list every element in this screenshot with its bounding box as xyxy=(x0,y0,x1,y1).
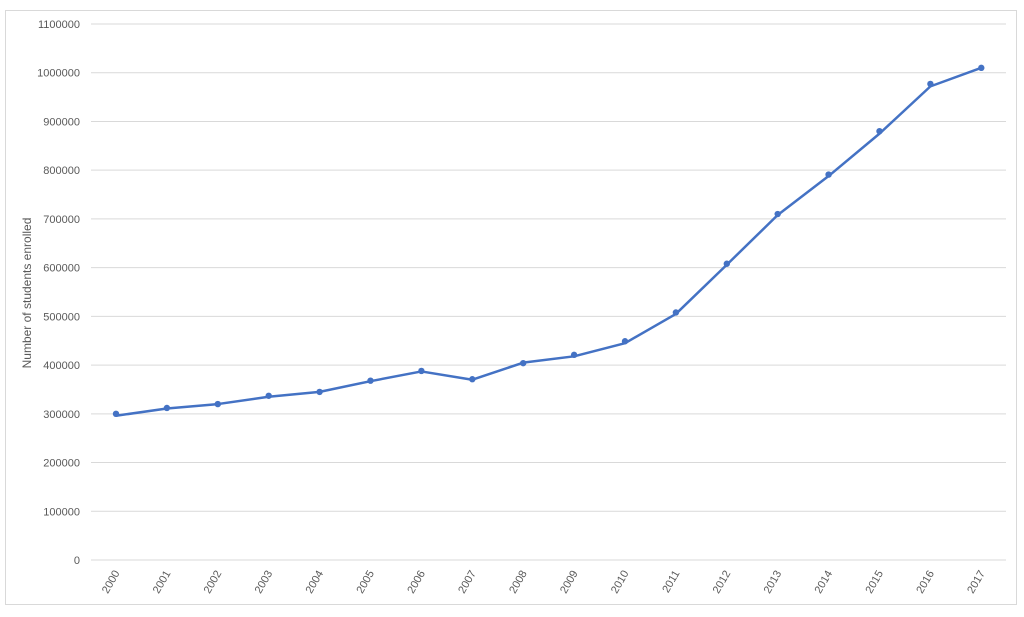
x-tick-label: 2017 xyxy=(965,569,988,596)
data-point xyxy=(876,128,883,135)
x-tick-label: 2008 xyxy=(507,569,530,596)
x-tick-label: 2013 xyxy=(762,569,785,596)
x-tick-label: 2004 xyxy=(304,569,327,596)
x-tick-label: 2003 xyxy=(253,569,276,596)
y-tick-label: 400000 xyxy=(43,360,80,372)
y-axis-title: Number of students enrolled xyxy=(20,218,34,369)
y-axis-ticks: 0 100000 200000 300000 400000 500000 600000 700… xyxy=(37,19,80,567)
y-tick-label: 100000 xyxy=(43,506,80,518)
x-tick-label: 2010 xyxy=(609,569,632,596)
x-tick-label: 2001 xyxy=(151,569,174,596)
data-point xyxy=(163,404,171,412)
data-point xyxy=(418,367,425,375)
y-tick-label: 300000 xyxy=(43,409,80,421)
y-tick-label: 0 xyxy=(74,555,80,567)
x-tick-label: 2016 xyxy=(914,569,937,596)
gridlines xyxy=(91,23,1006,561)
y-tick-label: 800000 xyxy=(43,165,80,177)
x-tick-label: 2012 xyxy=(711,569,734,596)
x-tick-label: 2006 xyxy=(405,569,428,596)
data-point xyxy=(316,388,323,396)
y-tick-label: 500000 xyxy=(43,311,80,323)
data-point xyxy=(570,351,578,359)
y-tick-label: 700000 xyxy=(43,214,80,226)
data-point xyxy=(825,171,832,178)
x-tick-label: 2014 xyxy=(813,569,836,596)
x-tick-label: 2000 xyxy=(100,569,123,596)
data-point xyxy=(367,377,374,384)
data-point xyxy=(978,64,985,72)
data-point xyxy=(774,210,781,218)
data-point xyxy=(672,309,680,316)
x-axis-ticks: 2000 2001 2002 2003 2004 2005 2006 2007 2008 2009… xyxy=(100,569,988,596)
x-tick-label: 2005 xyxy=(354,569,377,596)
x-tick-label: 2002 xyxy=(202,569,225,596)
data-point xyxy=(112,410,120,418)
y-tick-label: 900000 xyxy=(43,116,80,128)
data-point xyxy=(265,392,272,399)
chart-frame xyxy=(5,10,1017,605)
data-point xyxy=(621,338,629,345)
x-tick-label: 2015 xyxy=(863,569,886,596)
y-tick-label: 600000 xyxy=(43,263,80,275)
y-tick-label: 1100000 xyxy=(38,19,80,31)
y-tick-label: 200000 xyxy=(43,458,80,470)
series-layer xyxy=(112,64,985,418)
data-point xyxy=(469,376,476,383)
x-tick-label: 2007 xyxy=(456,569,479,596)
data-point xyxy=(214,400,221,408)
data-point xyxy=(520,359,527,367)
x-tick-label: 2011 xyxy=(660,569,682,595)
series-line xyxy=(115,66,982,418)
data-point xyxy=(927,80,934,88)
x-tick-label: 2009 xyxy=(558,569,581,596)
y-tick-label: 1000000 xyxy=(37,68,80,80)
data-point xyxy=(723,260,730,267)
